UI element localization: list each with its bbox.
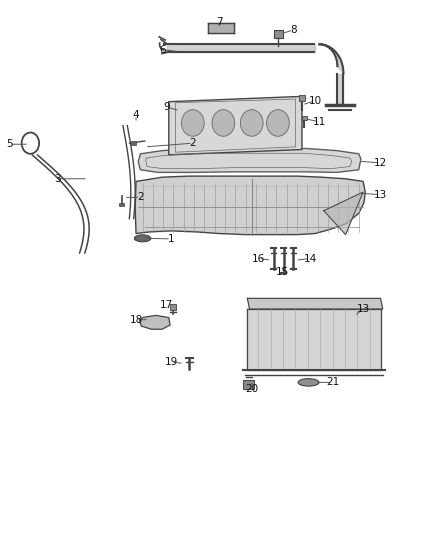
Text: 2: 2 xyxy=(137,192,144,203)
Text: 21: 21 xyxy=(326,377,339,387)
Ellipse shape xyxy=(134,235,151,242)
Bar xyxy=(131,141,136,145)
Text: 16: 16 xyxy=(252,254,265,263)
Bar xyxy=(244,380,254,389)
Text: 1: 1 xyxy=(168,234,174,244)
Text: 14: 14 xyxy=(304,254,317,263)
Ellipse shape xyxy=(181,110,204,136)
Text: 4: 4 xyxy=(133,110,139,120)
Text: 3: 3 xyxy=(54,174,61,184)
Bar xyxy=(120,203,124,206)
Bar xyxy=(170,304,176,310)
Text: 9: 9 xyxy=(163,102,170,112)
Text: 8: 8 xyxy=(290,25,297,35)
Text: 19: 19 xyxy=(164,357,177,367)
Text: 11: 11 xyxy=(313,117,326,127)
Ellipse shape xyxy=(212,110,235,136)
Bar xyxy=(274,30,283,38)
Ellipse shape xyxy=(298,378,319,386)
Text: 18: 18 xyxy=(129,314,143,325)
Text: 2: 2 xyxy=(190,138,196,148)
Text: 7: 7 xyxy=(215,17,223,27)
Text: 12: 12 xyxy=(374,158,387,168)
Polygon shape xyxy=(324,192,363,235)
Text: 5: 5 xyxy=(6,139,13,149)
Text: 17: 17 xyxy=(160,300,173,310)
Polygon shape xyxy=(319,44,343,74)
Text: 10: 10 xyxy=(308,95,321,106)
Text: 6: 6 xyxy=(159,45,166,54)
Text: 13: 13 xyxy=(357,304,370,314)
Text: 20: 20 xyxy=(245,384,258,394)
Text: 13: 13 xyxy=(374,190,387,200)
Polygon shape xyxy=(138,149,361,172)
Polygon shape xyxy=(169,96,302,155)
Polygon shape xyxy=(140,316,170,329)
Text: 15: 15 xyxy=(276,267,289,277)
Bar xyxy=(301,116,307,120)
Polygon shape xyxy=(247,309,381,370)
Polygon shape xyxy=(135,176,365,235)
Ellipse shape xyxy=(240,110,263,136)
Polygon shape xyxy=(247,298,383,309)
Ellipse shape xyxy=(267,110,289,136)
Bar xyxy=(299,95,304,101)
